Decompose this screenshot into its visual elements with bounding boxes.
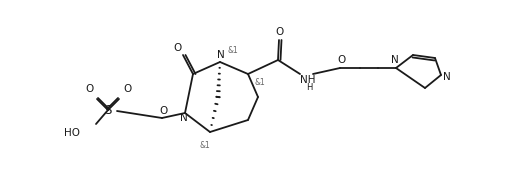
Text: O: O	[123, 84, 131, 94]
Text: N: N	[217, 50, 225, 60]
Text: NH: NH	[300, 75, 316, 85]
Text: &1: &1	[228, 45, 238, 54]
Text: HO: HO	[64, 128, 80, 138]
Text: O: O	[159, 106, 167, 116]
Text: O: O	[276, 27, 284, 37]
Text: S: S	[104, 103, 111, 117]
Text: O: O	[337, 55, 345, 65]
Text: N: N	[391, 55, 399, 65]
Text: &1: &1	[254, 77, 265, 87]
Text: O: O	[174, 43, 182, 53]
Text: &1: &1	[200, 140, 211, 149]
Text: N: N	[180, 113, 188, 123]
Text: O: O	[85, 84, 93, 94]
Text: H: H	[306, 82, 312, 91]
Text: N: N	[443, 72, 451, 82]
